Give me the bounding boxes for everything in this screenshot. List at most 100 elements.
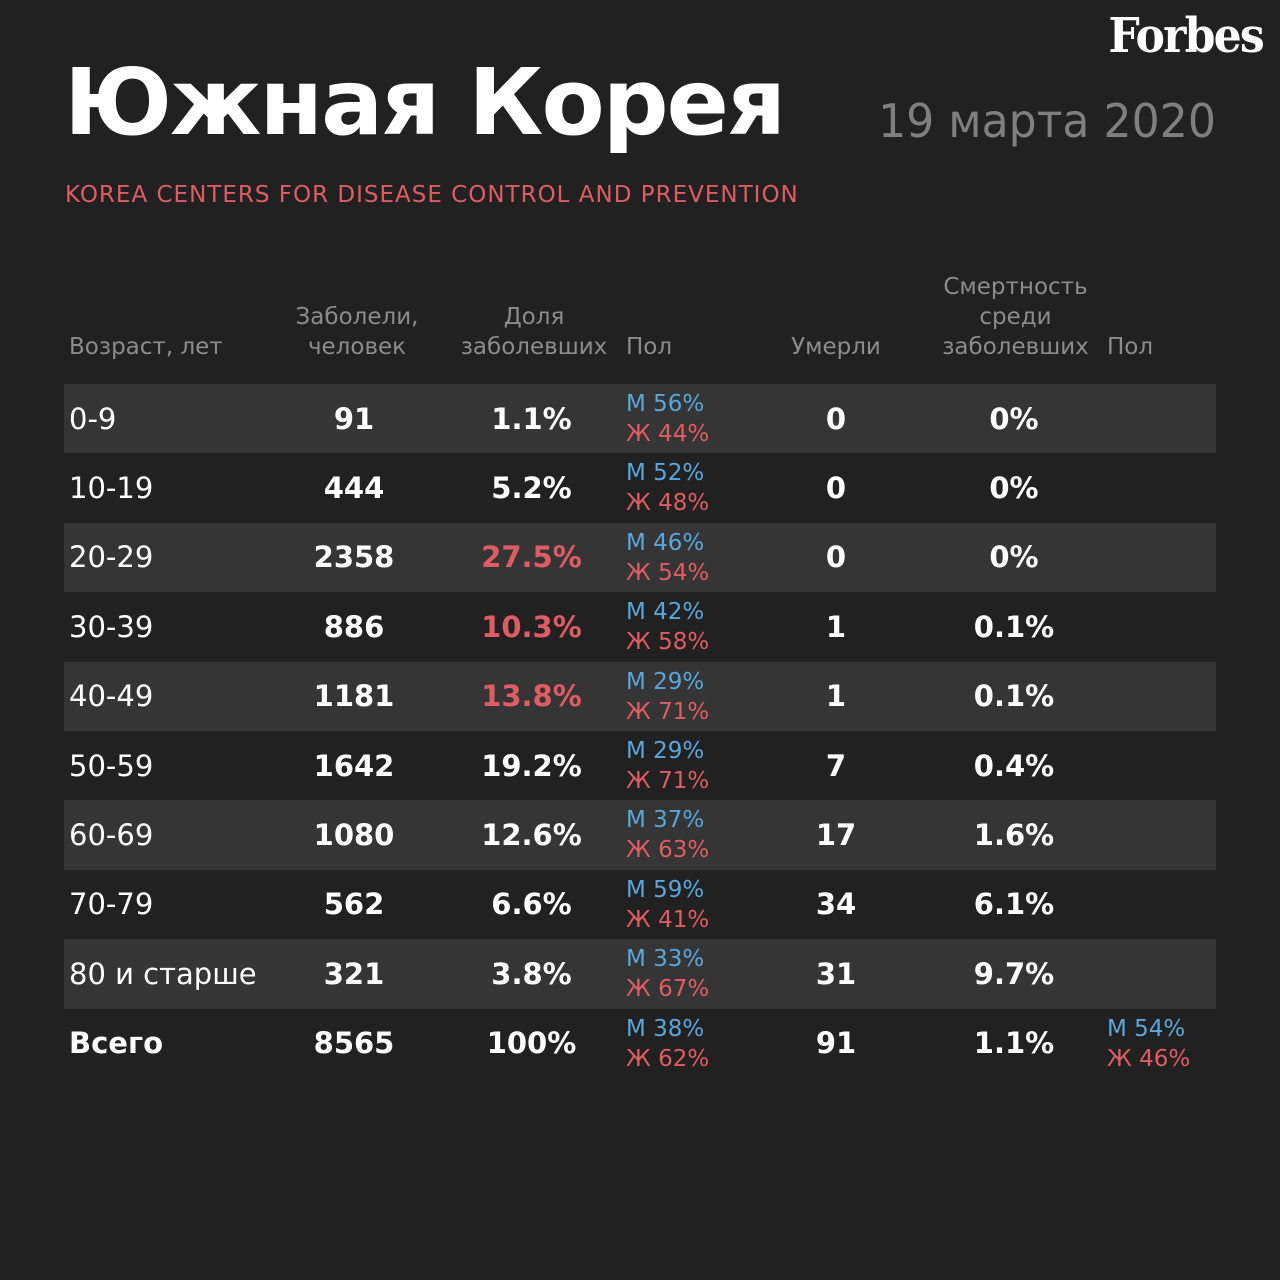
female-share: Ж 44% xyxy=(626,421,710,447)
mortality-cell: 9.7% xyxy=(973,956,1055,991)
header-sex: Пол xyxy=(626,334,673,360)
deaths-cell: 0 xyxy=(825,401,847,436)
cases-cell: 91 xyxy=(333,401,375,436)
sex-split: М 52% Ж 48% xyxy=(626,458,709,518)
male-share: М 56% xyxy=(626,391,705,417)
deaths-cell: 17 xyxy=(815,818,857,853)
cases-cell: 321 xyxy=(323,956,385,991)
female-share: Ж 71% xyxy=(626,698,710,725)
male-share: М 38% xyxy=(626,1015,705,1042)
mortality-cell: 6.1% xyxy=(973,887,1055,922)
cases-cell: 1181 xyxy=(313,679,395,714)
share-cell: 19.2% xyxy=(481,748,582,783)
age-cell: 0-9 xyxy=(69,401,117,436)
male-share: М 52% xyxy=(626,460,705,487)
date-label: 19 марта 2020 xyxy=(878,94,1216,148)
cases-cell: 2358 xyxy=(313,540,395,575)
male-share: М 46% xyxy=(626,529,705,556)
deaths-cell: 0 xyxy=(825,471,847,506)
age-cell: 30-39 xyxy=(69,609,154,644)
forbes-logo: Forbes xyxy=(1108,8,1265,64)
mortality-cell: 1.1% xyxy=(973,1026,1055,1061)
header-share: Доля заболевших xyxy=(460,304,608,360)
sex-split: М 29% Ж 71% xyxy=(626,736,709,796)
mortality-cell: 0.4% xyxy=(973,748,1055,783)
table-row: 50-59 1642 19.2% М 29% Ж 71% 7 0.4% xyxy=(64,731,1216,800)
mortality-cell: 0% xyxy=(989,540,1039,575)
table-row: 10-19 444 5.2% М 52% Ж 48% 0 0% xyxy=(64,453,1216,522)
age-cell: 40-49 xyxy=(69,679,154,714)
mortality-cell: 1.6% xyxy=(973,818,1055,853)
male-share: М 59% xyxy=(626,876,705,903)
sex-split: М 38% Ж 62% xyxy=(626,1014,709,1074)
cases-cell: 1080 xyxy=(313,818,395,853)
header-mortality: Смертность среди заболевших xyxy=(942,274,1089,360)
table-header: Возраст, лет Заболели, человек Доля забо… xyxy=(0,270,1280,370)
table-row: 80 и старше 321 3.8% М 33% Ж 67% 31 9.7% xyxy=(64,939,1216,1009)
cases-cell: 562 xyxy=(323,887,385,922)
mortality-cell: 0.1% xyxy=(973,679,1055,714)
age-cell: 50-59 xyxy=(69,748,154,783)
male-share: М 29% xyxy=(626,668,705,695)
deaths-cell: 34 xyxy=(815,887,857,922)
data-table: 0-9 91 1.1% М 56% Ж 44% 0 0% 10-19 444 5.2% М 52% Ж… xyxy=(64,384,1216,1078)
female-share: Ж 67% xyxy=(626,976,710,1003)
female-share: Ж 48% xyxy=(626,490,710,517)
sex-split: М 37% Ж 63% xyxy=(626,805,709,865)
table-row: 70-79 562 6.6% М 59% Ж 41% 34 6.1% xyxy=(64,870,1216,939)
header-age: Возраст, лет xyxy=(69,334,223,360)
share-cell: 13.8% xyxy=(481,679,582,714)
sex-split: М 33% Ж 67% xyxy=(626,944,709,1004)
female-share: Ж 41% xyxy=(626,906,710,933)
sex-split: М 46% Ж 54% xyxy=(626,528,709,588)
male-share: М 42% xyxy=(626,599,705,626)
sex-split: М 56% Ж 44% xyxy=(626,389,709,449)
age-cell: 70-79 xyxy=(69,887,154,922)
sex-split: М 54% Ж 46% xyxy=(1107,1014,1190,1074)
mortality-cell: 0% xyxy=(989,471,1039,506)
female-share: Ж 46% xyxy=(1107,1045,1191,1072)
age-cell: 60-69 xyxy=(69,818,154,853)
share-cell: 100% xyxy=(486,1026,577,1061)
male-share: М 54% xyxy=(1107,1015,1186,1042)
table-row: 60-69 1080 12.6% М 37% Ж 63% 17 1.6% xyxy=(64,800,1216,870)
female-share: Ж 63% xyxy=(626,837,710,864)
header-sex-deaths: Пол xyxy=(1107,334,1154,360)
sex-split: М 29% Ж 71% xyxy=(626,667,709,727)
age-cell: 20-29 xyxy=(69,540,154,575)
source-label: KOREA CENTERS FOR DISEASE CONTROL AND PR… xyxy=(65,182,799,208)
age-cell: Всего xyxy=(69,1026,164,1061)
age-cell: 80 и старше xyxy=(69,956,257,991)
deaths-cell: 1 xyxy=(825,679,847,714)
cases-cell: 886 xyxy=(323,609,385,644)
header-deaths: Умерли xyxy=(791,334,881,360)
total-row: Всего 8565 100% М 38% Ж 62% 91 1.1% М 54% Ж 46% xyxy=(64,1009,1216,1078)
mortality-cell: 0% xyxy=(989,401,1039,436)
deaths-cell: 0 xyxy=(825,540,847,575)
cases-cell: 1642 xyxy=(313,748,395,783)
share-cell: 27.5% xyxy=(481,540,582,575)
table-row: 0-9 91 1.1% М 56% Ж 44% 0 0% xyxy=(64,384,1216,454)
table-row: 40-49 1181 13.8% М 29% Ж 71% 1 0.1% xyxy=(64,661,1216,731)
share-cell: 12.6% xyxy=(481,818,582,853)
female-share: Ж 58% xyxy=(626,629,710,656)
male-share: М 33% xyxy=(626,946,705,973)
share-cell: 6.6% xyxy=(491,887,572,922)
share-cell: 5.2% xyxy=(491,471,572,506)
age-cell: 10-19 xyxy=(69,471,154,506)
cases-cell: 444 xyxy=(323,471,385,506)
share-cell: 3.8% xyxy=(491,956,572,991)
cases-cell: 8565 xyxy=(313,1026,395,1061)
mortality-cell: 0.1% xyxy=(973,609,1055,644)
deaths-cell: 7 xyxy=(825,748,847,783)
deaths-cell: 31 xyxy=(815,956,857,991)
page-title: Южная Корея xyxy=(64,49,786,156)
female-share: Ж 54% xyxy=(626,559,710,586)
sex-split: М 59% Ж 41% xyxy=(626,875,709,935)
sex-split: М 42% Ж 58% xyxy=(626,597,709,657)
female-share: Ж 62% xyxy=(626,1045,710,1072)
male-share: М 37% xyxy=(626,807,705,834)
deaths-cell: 1 xyxy=(825,609,847,644)
header-cases: Заболели, человек xyxy=(295,304,419,360)
female-share: Ж 71% xyxy=(626,767,710,794)
